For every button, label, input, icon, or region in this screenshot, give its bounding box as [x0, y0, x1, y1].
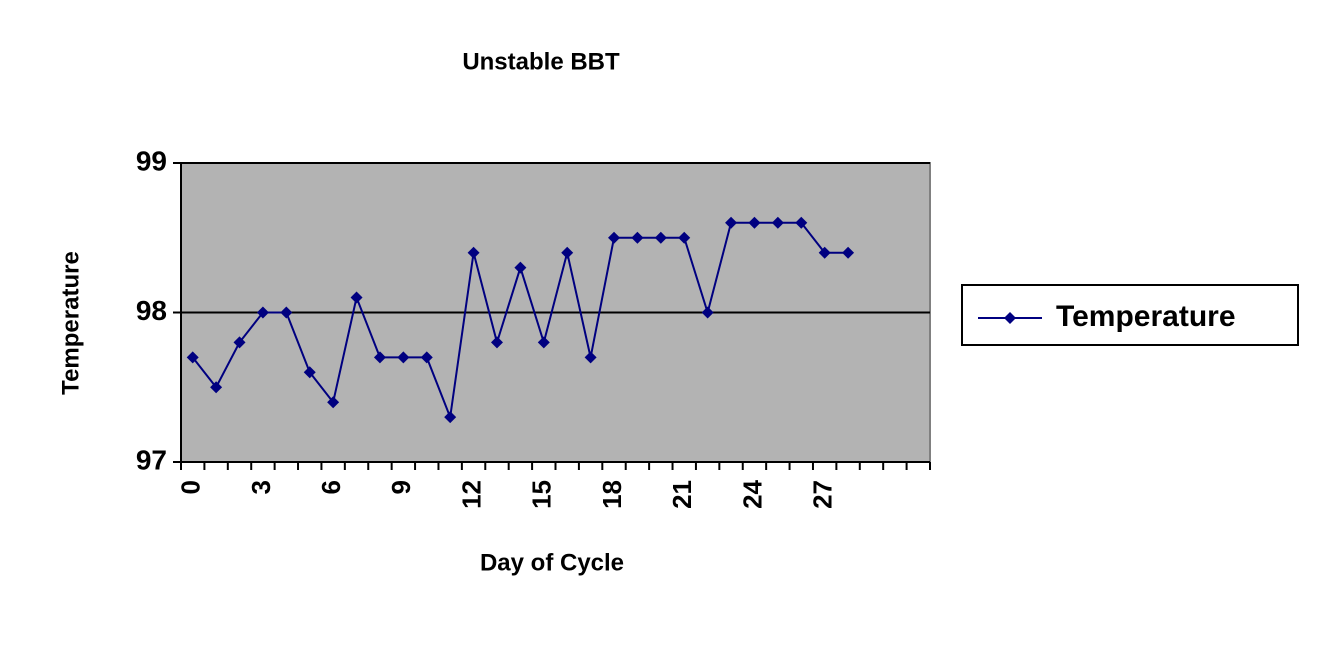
data-point: [561, 246, 574, 259]
y-tick-label: 98: [136, 295, 167, 326]
legend-label: Temperature: [1056, 300, 1236, 333]
legend-marker: [1004, 312, 1016, 324]
x-tick-label: 15: [527, 480, 557, 509]
x-tick-label: 6: [316, 480, 346, 494]
data-point: [771, 216, 784, 229]
data-point: [420, 351, 433, 364]
data-point: [842, 246, 855, 259]
data-point: [795, 216, 808, 229]
data-point: [608, 231, 621, 244]
y-tick-label: 97: [136, 444, 167, 475]
y-axis-title: Temperature: [57, 251, 84, 395]
x-axis-title: Day of Cycle: [480, 549, 624, 576]
data-point: [654, 231, 667, 244]
data-point: [818, 246, 831, 259]
data-point: [233, 336, 246, 349]
data-point: [631, 231, 644, 244]
data-point: [373, 351, 386, 364]
x-tick-label: 27: [808, 480, 838, 509]
data-point: [584, 351, 597, 364]
data-point: [701, 306, 714, 319]
x-tick-label: 21: [667, 480, 697, 509]
data-point: [280, 306, 293, 319]
data-point: [467, 246, 480, 259]
data-point: [490, 336, 503, 349]
x-tick-label: 3: [246, 480, 276, 494]
x-tick-label: 24: [737, 479, 767, 508]
data-point: [327, 396, 340, 409]
data-point: [725, 216, 738, 229]
x-tick-label: 9: [386, 480, 416, 494]
legend-box: [961, 284, 1299, 346]
data-point: [678, 231, 691, 244]
data-point: [537, 336, 550, 349]
data-point: [444, 411, 457, 424]
x-tick-label: 0: [176, 480, 206, 494]
x-tick-label: 18: [597, 480, 627, 509]
data-point: [186, 351, 199, 364]
data-point: [210, 381, 223, 394]
data-point: [748, 216, 761, 229]
chart-title: Unstable BBT: [462, 48, 620, 75]
data-point: [256, 306, 269, 319]
data-point: [350, 291, 363, 304]
x-tick-label: 12: [456, 480, 486, 509]
data-point: [303, 366, 316, 379]
data-point: [397, 351, 410, 364]
data-point: [514, 261, 527, 274]
y-tick-label: 99: [136, 145, 167, 176]
